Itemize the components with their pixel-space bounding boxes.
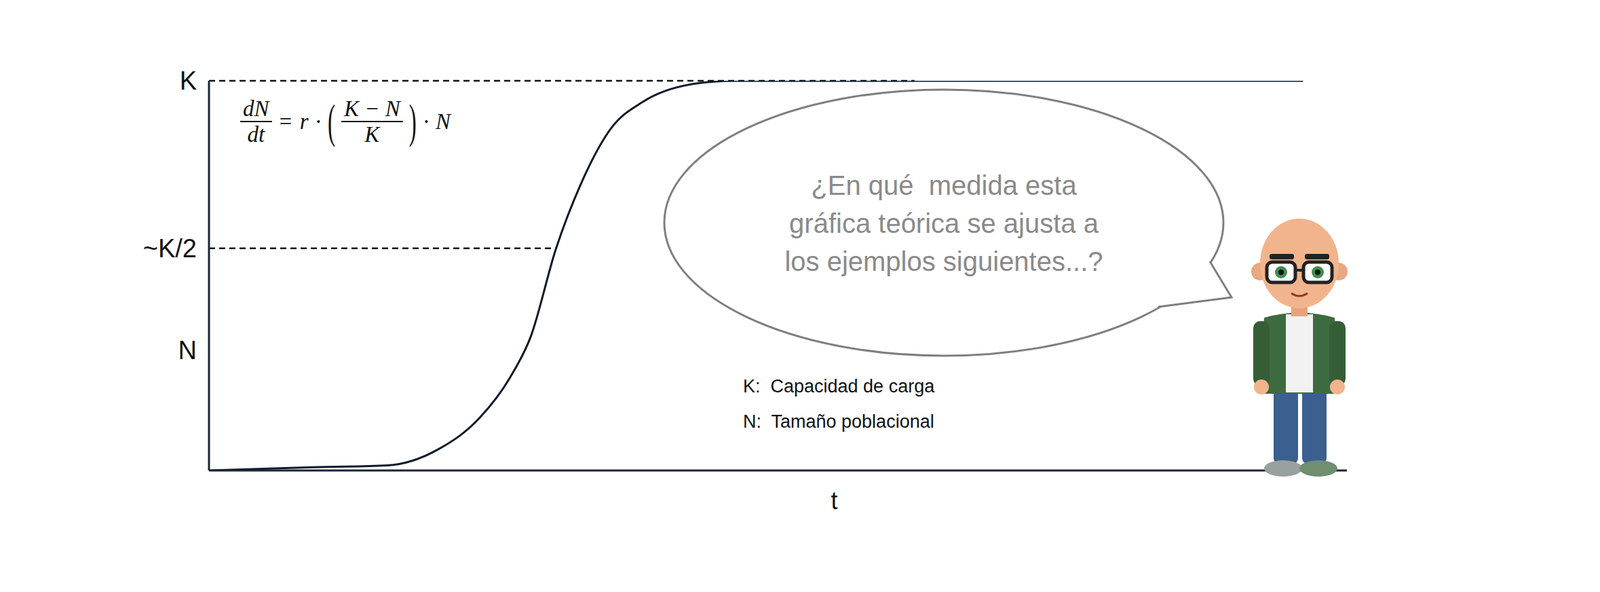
svg-text:K: K [179,66,197,95]
html-text:gráfica teórica se ajusta a: gráfica teórica se ajusta a [789,208,1099,239]
html-text:K: Capacidad de carga: K: Capacidad de carga [743,375,935,397]
html-text:los ejemplos siguientes...?: los ejemplos siguientes...? [784,246,1104,277]
html-text:K − N: K − N [343,96,401,121]
html-text:· N: · N [423,109,451,134]
svg-text:~K/2: ~K/2 [143,234,197,263]
html-text:¿En qué medida esta: ¿En qué medida esta [811,170,1077,201]
svg-text:t: t [830,486,838,515]
html-text:= r ·: = r · [277,109,321,134]
html-text:dN: dN [242,96,270,121]
svg-text:N: N [178,335,197,365]
html-text:dt: dt [247,122,265,147]
html-text:N: Tamaño poblacional: N: Tamaño poblacional [743,411,935,432]
html-text:K: K [364,122,380,147]
